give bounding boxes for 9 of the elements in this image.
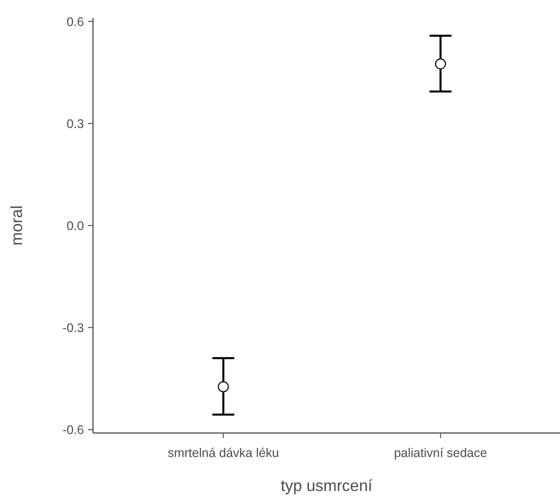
x-axis-title: typ usmrcení <box>280 478 373 495</box>
y-tick-label: -0.6 <box>62 422 84 437</box>
y-axis-title: moral <box>9 205 26 246</box>
y-tick-label: 0.3 <box>66 116 84 131</box>
x-tick-label: smrtelná dávka léku <box>168 446 279 460</box>
y-tick-label: 0.0 <box>66 218 84 233</box>
x-tick-label: paliativní sedace <box>394 446 488 460</box>
y-tick-label: 0.6 <box>66 14 84 29</box>
y-tick-label: -0.3 <box>62 320 84 335</box>
